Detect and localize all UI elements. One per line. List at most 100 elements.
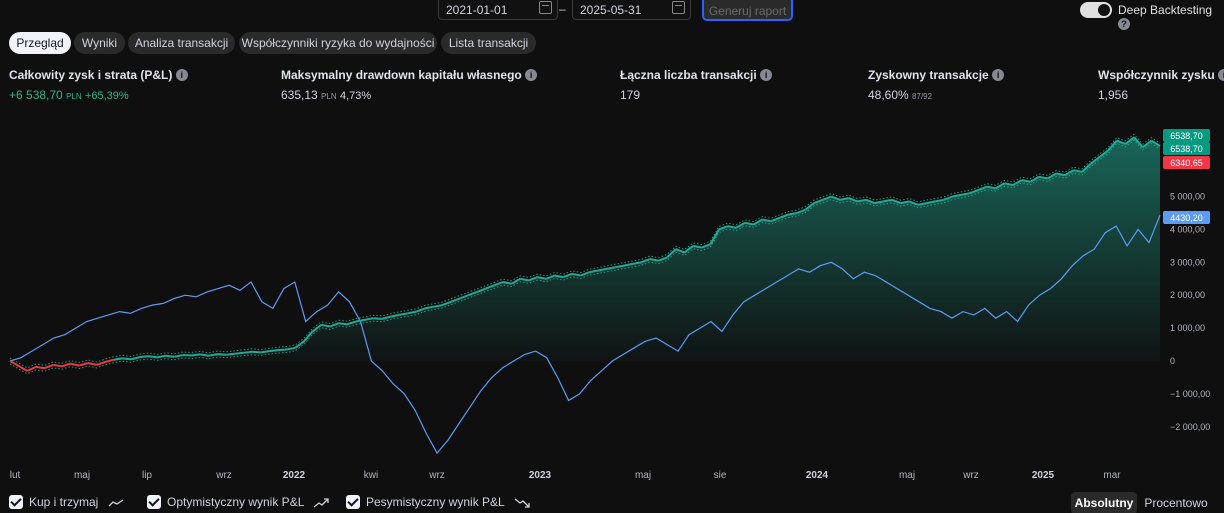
info-icon[interactable]: i: [525, 69, 538, 81]
pnl-line-segment: [243, 350, 253, 354]
pnl-line-segment: [978, 185, 988, 191]
deep-backtesting-label: Deep Backtesting ?: [1118, 3, 1224, 31]
y-tick-label: 0: [1170, 356, 1175, 366]
legend-pessimistic[interactable]: Pesymistyczny wynik P&L: [346, 495, 530, 509]
drawdown-amount: 635,13: [281, 88, 318, 102]
tab-overview[interactable]: Przegląd: [9, 32, 71, 54]
pnl-line-segment: [139, 355, 149, 359]
price-tags: 6538,70 6538,70 6340,65 4430,20: [1163, 129, 1210, 224]
generate-report-button[interactable]: Generuj raport: [702, 0, 793, 21]
price-tag-label: 6340,65: [1170, 158, 1203, 168]
pnl-line-segment: [53, 363, 63, 368]
x-tick-label: maj: [899, 470, 915, 481]
info-icon[interactable]: i: [992, 69, 1005, 81]
pnl-line-segment: [130, 356, 140, 361]
pnl-line-segment: [1056, 172, 1066, 177]
pnl-line-segment: [735, 221, 746, 229]
pnl-line-segment: [1133, 136, 1144, 148]
pnl-line-segment: [450, 297, 460, 303]
x-tick-label: wrz: [962, 470, 979, 481]
deep-backtesting-toggle[interactable]: [1080, 2, 1112, 18]
drawdown-percent: 4,73%: [339, 90, 372, 102]
pnl-line-segment: [935, 198, 944, 203]
pnl-line-segment: [1116, 139, 1126, 145]
price-tag-label: 4430,20: [1170, 213, 1203, 223]
buy-hold-line: [9, 214, 1161, 455]
trend-flat-icon: [108, 499, 124, 507]
x-tick-label: lip: [142, 470, 152, 481]
price-tag-label: 6538,70: [1170, 131, 1203, 141]
pnl-line-segment: [226, 352, 235, 356]
pnl-line-segment: [926, 200, 936, 205]
pnl-line-segment: [753, 218, 763, 226]
equity-chart[interactable]: lut maj lip wrz 2022 kwi wrz 2023 maj sie 2024 maj w…: [0, 0, 1224, 490]
tab-results[interactable]: Wyniki: [74, 32, 125, 54]
pnl-line-segment: [1073, 169, 1083, 173]
stat-profitable: Zyskowny transakcje i 48,60% 87/92: [868, 68, 1005, 102]
date-separator: –: [559, 2, 566, 16]
pnl-line-segment: [666, 248, 677, 259]
checkbox-icon[interactable]: [346, 495, 360, 509]
pnl-line-segment: [493, 281, 504, 287]
checkbox-icon[interactable]: [9, 495, 23, 509]
pnl-line-segment: [364, 317, 374, 321]
tab-risk-ratios[interactable]: Współczynniki ryzyka do wydajności: [239, 32, 437, 54]
date-from-value: 2021-01-01: [446, 3, 508, 17]
info-icon[interactable]: i: [1218, 69, 1224, 81]
price-tag-bg: [1163, 129, 1210, 142]
pnl-line-segment: [762, 218, 772, 223]
profitable-ratio: 87/92: [912, 92, 933, 101]
pnl-line-segment: [294, 340, 305, 349]
x-tick-label: sie: [714, 470, 727, 481]
y-axis: 5 000,00 4 000,00 3 000,00 2 000,00 1 000,00…: [1170, 192, 1210, 432]
pnl-line-segment: [208, 353, 218, 357]
date-from-input[interactable]: 2021-01-01: [438, 0, 558, 20]
tab-trade-analysis[interactable]: Analiza transakcji: [128, 32, 235, 54]
mode-percent-button[interactable]: Procentowo: [1144, 496, 1208, 510]
date-to-input[interactable]: 2025-05-31: [572, 0, 691, 20]
pnl-line-segment: [779, 213, 789, 219]
pnl-line-segment: [623, 262, 633, 267]
pnl-line-segment: [174, 354, 184, 358]
pnl-line-segment: [9, 360, 20, 367]
pnl-line-segment: [528, 276, 538, 282]
pnl-line-segment: [545, 274, 556, 280]
x-tick-label: kwi: [364, 470, 378, 481]
stat-pnl-value: +6 538,70 PLN +65,39%: [9, 88, 188, 102]
pnl-line-segment: [502, 281, 512, 285]
pnl-percent: +65,39%: [84, 90, 129, 102]
y-tick-label: −1 000,00: [1170, 389, 1210, 399]
stat-drawdown-label-text: Maksymalny drawdown kapitału własnego: [281, 68, 522, 82]
calendar-icon[interactable]: [539, 1, 552, 14]
pnl-area-fill: [10, 137, 1160, 361]
price-tag: 6538,70: [1163, 142, 1210, 155]
x-tick-label: 2023: [529, 470, 552, 481]
stat-pnl: Całkowity zysk i strata (P&L) i +6 538,7…: [9, 68, 188, 102]
pnl-line-segment: [563, 272, 573, 279]
info-icon[interactable]: i: [175, 69, 188, 81]
stat-drawdown-value: 635,13 PLN 4,73%: [281, 88, 537, 102]
info-icon[interactable]: i: [760, 69, 773, 81]
profitable-percent: 48,60%: [868, 88, 909, 102]
tab-trades-list[interactable]: Lista transakcji: [441, 32, 536, 54]
legend-buy-hold[interactable]: Kup i trzymaj: [9, 495, 124, 509]
pnl-line-segment: [1142, 139, 1153, 148]
stat-profit-factor-label: Współczynnik zysku i: [1098, 68, 1224, 82]
checkbox-icon[interactable]: [147, 495, 161, 509]
pnl-line-segment: [597, 267, 607, 272]
calendar-icon[interactable]: [672, 1, 685, 14]
legend-optimistic[interactable]: Optymistyczny wynik P&L: [147, 495, 329, 509]
help-icon[interactable]: ?: [1118, 18, 1130, 30]
pnl-line-segment: [277, 348, 287, 352]
pessimistic-pnl-line: [9, 139, 1161, 375]
pnl-line-segment: [485, 284, 495, 290]
pnl-line-segment: [373, 317, 382, 320]
pnl-line-segment: [467, 290, 478, 297]
pnl-area: [10, 137, 1160, 361]
pnl-line-segment: [311, 324, 322, 333]
mode-absolute-button[interactable]: Absolutny: [1071, 492, 1137, 513]
pnl-line-segment: [329, 322, 339, 328]
pnl-line-segment: [1090, 156, 1101, 165]
pnl-line-segment: [857, 198, 867, 203]
pnl-line-segment: [813, 198, 824, 205]
